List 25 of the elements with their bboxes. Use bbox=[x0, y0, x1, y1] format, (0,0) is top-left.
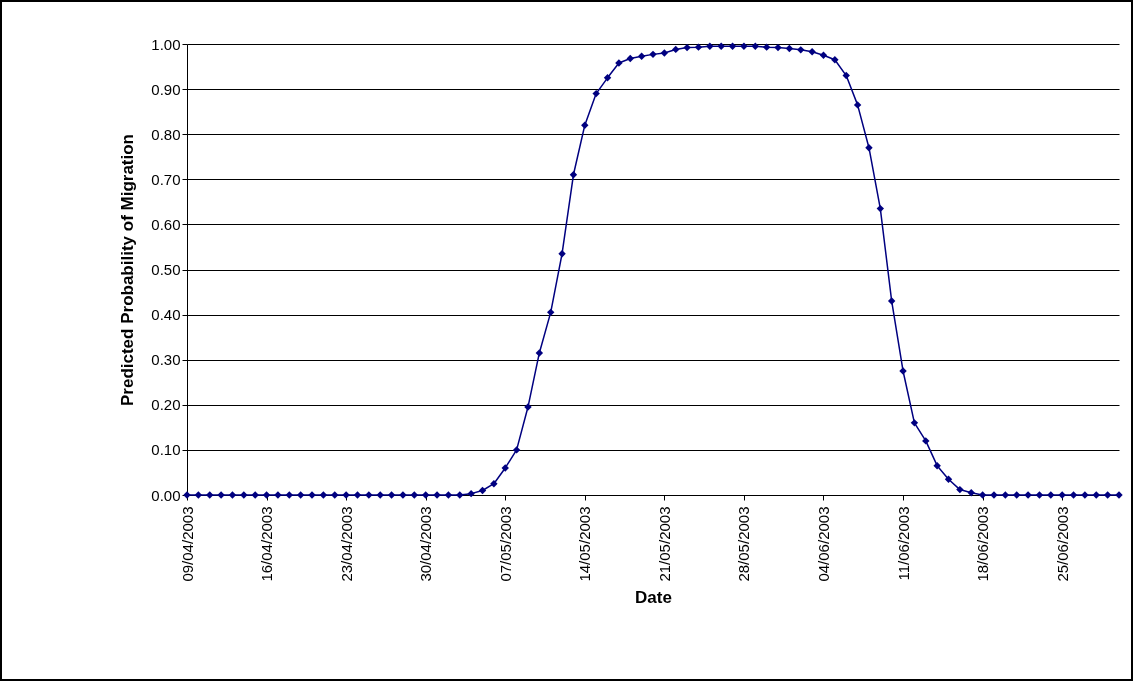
y-tick-label: 0.30 bbox=[151, 351, 181, 369]
y-tick-label: 0.40 bbox=[151, 306, 181, 324]
y-tick-label: 0.00 bbox=[151, 486, 181, 504]
y-tick-label: 0.70 bbox=[151, 170, 181, 188]
x-tick-label: 25/06/2003 bbox=[1053, 506, 1071, 582]
x-tick-label: 16/04/2003 bbox=[258, 506, 276, 582]
x-tick-label: 04/06/2003 bbox=[814, 506, 832, 582]
y-axis-title: Predicted Probability of Migration bbox=[118, 133, 138, 407]
y-tick-label: 0.80 bbox=[151, 125, 181, 143]
x-tick-label: 21/05/2003 bbox=[655, 506, 673, 582]
x-tick-label: 28/05/2003 bbox=[735, 506, 753, 582]
y-tick-label: 1.00 bbox=[151, 35, 181, 53]
x-tick-label: 11/06/2003 bbox=[894, 506, 912, 581]
x-tick-label: 18/06/2003 bbox=[974, 506, 992, 582]
x-tick-label: 07/05/2003 bbox=[496, 506, 514, 582]
x-tick-label: 23/04/2003 bbox=[337, 506, 355, 582]
x-tick-label: 30/04/2003 bbox=[417, 506, 435, 582]
y-tick-label: 0.10 bbox=[151, 441, 181, 459]
y-tick-label: 0.50 bbox=[151, 261, 181, 278]
x-axis-title: Date bbox=[635, 587, 672, 607]
x-tick-label: 14/05/2003 bbox=[576, 506, 594, 582]
y-tick-label: 0.90 bbox=[151, 80, 181, 98]
y-tick-label: 0.20 bbox=[151, 396, 181, 414]
x-tick-label: 09/04/2003 bbox=[178, 506, 196, 582]
y-tick-label: 0.60 bbox=[151, 215, 181, 233]
